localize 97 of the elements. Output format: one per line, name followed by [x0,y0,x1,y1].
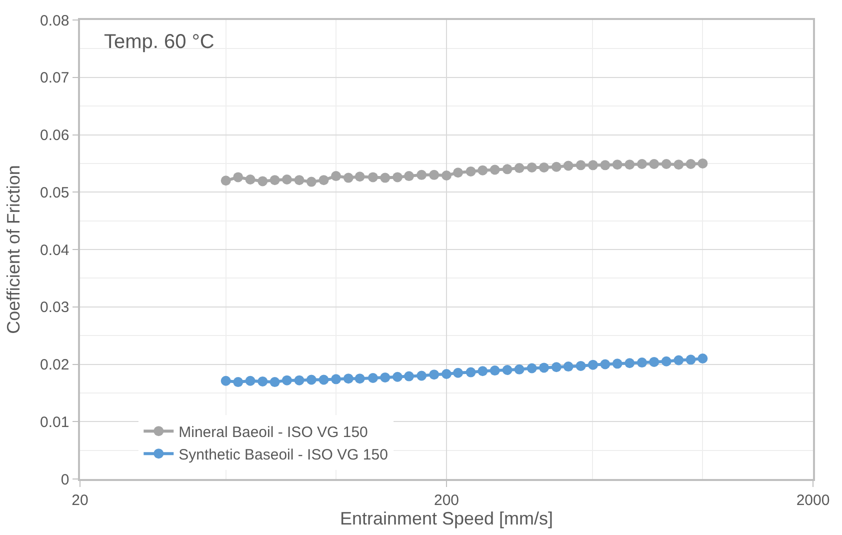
point [294,375,304,386]
point [624,358,635,368]
legend-label: Mineral Baeoil - ISO VG 150 [178,424,368,441]
x-axis-title: Entrainment Speed [mm/s] [340,508,554,529]
point [588,360,598,370]
point [453,368,464,378]
point [466,166,476,176]
point [674,160,684,170]
y-tick-label: 0.01 [40,414,70,431]
point [233,377,244,388]
point [282,174,292,184]
point [649,356,660,367]
point [331,374,342,384]
point [270,377,280,388]
point [306,374,316,385]
point [466,367,476,378]
point [478,366,488,376]
point [429,170,440,180]
point [686,159,696,170]
y-tick-label: 0.05 [40,184,70,202]
point [368,172,378,182]
point [478,165,488,176]
point [220,176,231,186]
y-tick-label: 0.03 [40,299,70,316]
point [698,354,708,364]
point [698,158,708,168]
point [600,359,610,370]
x-tick-label: 20 [72,492,88,509]
point [526,363,537,374]
point [318,175,329,186]
point [624,160,635,170]
point [343,374,354,384]
point [354,172,365,182]
point [282,375,292,386]
point [368,373,378,384]
y-tick-label: 0 [60,471,70,488]
point [661,159,672,170]
point [600,160,610,170]
point [331,171,342,182]
point [563,362,574,372]
point [649,159,660,170]
point [551,362,562,372]
point [674,355,684,366]
point [294,175,304,186]
point [270,175,280,186]
y-tick-label: 0.08 [40,12,70,30]
point [380,172,390,183]
point [404,371,414,382]
point [502,364,512,375]
point [380,372,390,382]
point [258,376,268,386]
point [514,364,524,374]
point [563,160,574,171]
point [538,162,549,172]
point [526,162,537,172]
point [233,172,244,182]
point [514,163,524,174]
point [220,376,231,386]
point [354,374,365,384]
point [258,176,268,186]
point [416,170,427,180]
point [392,372,402,382]
y-tick-label: 0.04 [40,242,70,259]
point [442,170,452,180]
point [686,354,696,365]
point [416,370,427,381]
point [576,360,586,371]
point [538,362,549,373]
point [636,159,647,170]
point [490,164,500,175]
point [392,172,402,182]
point [490,366,500,376]
point [612,358,622,369]
point [636,358,647,368]
y-tick-label: 0.02 [40,356,70,374]
point [318,374,329,385]
y-axis-title: Coefficient of Friction [4,165,24,334]
x-tick-label: 2000 [796,492,830,509]
y-tick-label: 0.07 [40,70,70,87]
point [442,369,452,379]
point [306,176,316,187]
point [661,356,672,366]
point [453,168,464,178]
point [343,172,354,183]
point [588,160,598,170]
point [551,162,562,172]
point [429,370,440,380]
x-tick-label: 200 [434,492,460,509]
point [502,164,512,174]
point [245,174,256,184]
point [612,160,622,170]
annotation: Temp. 60 °C [104,31,214,53]
point [576,160,586,170]
point [245,376,256,386]
point [404,171,414,182]
legend-label: Synthetic Baseoil - ISO VG 150 [178,446,388,464]
y-tick-label: 0.06 [40,127,70,144]
